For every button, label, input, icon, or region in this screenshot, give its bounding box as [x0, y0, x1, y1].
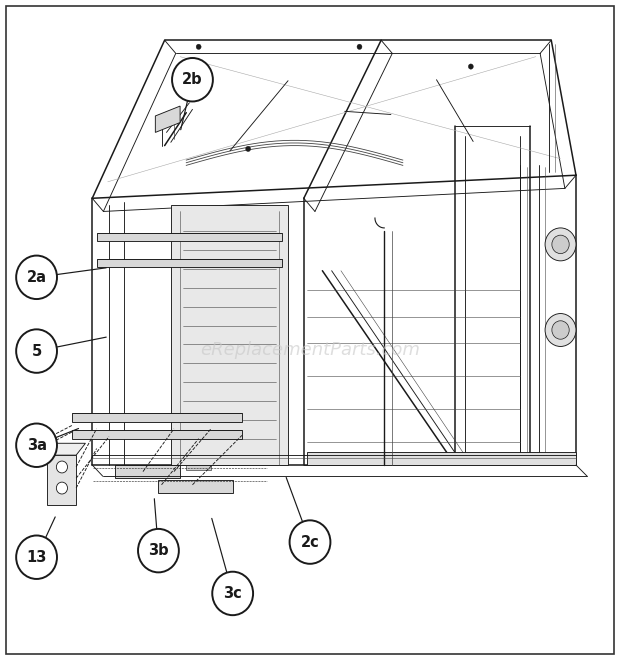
Circle shape	[552, 321, 569, 339]
Bar	[186, 403, 211, 417]
Circle shape	[246, 147, 250, 152]
Text: 2c: 2c	[301, 535, 319, 550]
Text: 2b: 2b	[182, 72, 203, 87]
Circle shape	[545, 228, 576, 261]
Polygon shape	[156, 106, 180, 133]
Circle shape	[196, 44, 201, 50]
Polygon shape	[72, 430, 242, 439]
Circle shape	[552, 235, 569, 253]
Bar	[186, 429, 211, 444]
Polygon shape	[307, 452, 576, 465]
Polygon shape	[115, 465, 180, 478]
Text: 3a: 3a	[27, 438, 46, 453]
Circle shape	[138, 529, 179, 572]
Circle shape	[56, 482, 68, 494]
Bar	[186, 310, 211, 325]
Circle shape	[16, 255, 57, 299]
Bar	[186, 370, 211, 384]
Bar	[186, 343, 211, 358]
Circle shape	[290, 520, 330, 564]
Text: eReplacementParts.com: eReplacementParts.com	[200, 341, 420, 359]
Circle shape	[16, 535, 57, 579]
Bar	[186, 455, 211, 470]
Bar	[186, 244, 211, 259]
Polygon shape	[97, 259, 282, 267]
Polygon shape	[47, 455, 76, 504]
Polygon shape	[97, 232, 282, 241]
Polygon shape	[47, 444, 86, 455]
Circle shape	[212, 572, 253, 615]
Bar	[186, 277, 211, 292]
Polygon shape	[159, 480, 232, 492]
Circle shape	[468, 64, 473, 69]
Polygon shape	[72, 413, 242, 422]
Text: 2a: 2a	[27, 270, 46, 285]
Circle shape	[172, 58, 213, 102]
Circle shape	[56, 461, 68, 473]
Polygon shape	[171, 205, 288, 465]
Circle shape	[16, 424, 57, 467]
Circle shape	[545, 314, 576, 346]
Text: 13: 13	[27, 550, 46, 565]
Circle shape	[357, 44, 362, 50]
Circle shape	[16, 329, 57, 373]
Text: 3c: 3c	[223, 586, 242, 601]
Text: 5: 5	[32, 344, 42, 358]
Text: 3b: 3b	[148, 543, 169, 558]
